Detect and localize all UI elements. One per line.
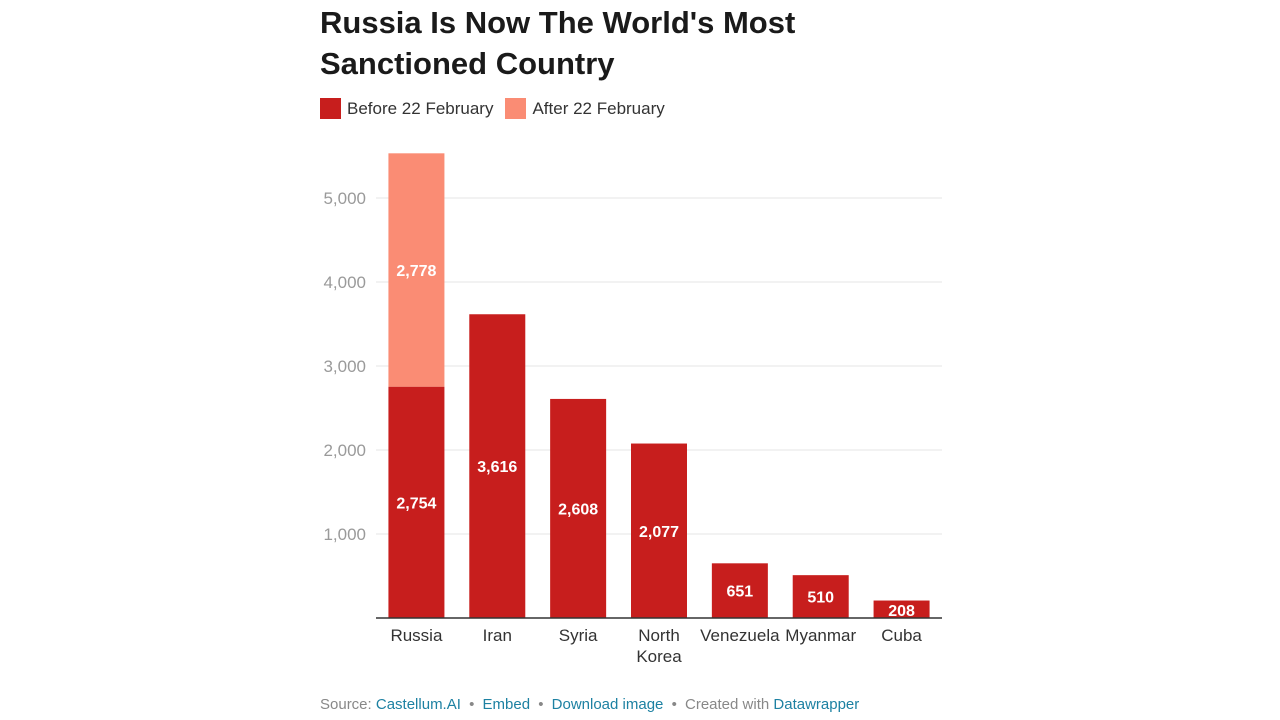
created-with-text: Created with [685,696,770,713]
y-tick-label-2000: 2,000 [323,441,366,460]
bar-iran-before [469,314,526,618]
legend-item-after: After 22 February [505,98,665,119]
embed-link[interactable]: Embed [482,696,531,713]
datawrapper-link[interactable]: Datawrapper [773,696,860,713]
y-tick-label-3000: 3,000 [323,357,366,376]
category-label-north-korea-line-1: North [638,626,680,645]
title-line-2: Sanctioned Country [320,46,615,81]
footer: Source: Castellum.AI • Embed • Download … [320,696,859,713]
data-label-venezuela-before: 651 [727,584,754,601]
data-label-cuba-before: 208 [888,603,915,620]
bar-venezuela-before [711,563,768,618]
category-label-myanmar: Myanmar [785,626,856,645]
download-image-link[interactable]: Download image [551,696,664,713]
bar-myanmar-before [792,575,849,618]
bar-north-korea-before [631,443,687,618]
category-label-cuba: Cuba [881,626,922,645]
legend-item-before: Before 22 February [320,98,493,119]
legend-swatch-before [320,98,341,119]
footer-separator-2: • [538,696,544,713]
bar-russia-before [388,386,445,618]
y-tick-label-1000: 1,000 [323,525,366,544]
footer-separator-3: • [671,696,677,713]
data-label-iran-before: 3,616 [477,459,517,476]
bar-russia-after [388,153,445,387]
chart-title: Russia Is Now The World's Most Sanctione… [320,2,880,84]
data-label-myanmar-before: 510 [807,590,834,607]
y-tick-label-4000: 4,000 [323,273,366,292]
legend: Before 22 February After 22 February [320,98,677,119]
legend-label-before: Before 22 February [347,98,494,118]
y-tick-label-5000: 5,000 [323,189,366,208]
data-label-russia-before: 2,754 [396,495,436,512]
title-line-1: Russia Is Now The World's Most [320,5,796,40]
source-link[interactable]: Castellum.AI [375,696,461,713]
bar-cuba-before [873,600,930,618]
category-label-iran: Iran [483,626,512,645]
category-label-syria: Syria [559,626,598,645]
data-label-russia-after: 2,778 [396,263,436,280]
footer-separator-1: • [469,696,475,713]
category-label-venezuela: Venezuela [700,626,780,645]
legend-label-after: After 22 February [532,98,665,118]
data-label-syria-before: 2,608 [558,501,598,518]
category-label-north-korea-line-2: Korea [636,647,682,666]
legend-swatch-after [505,98,527,119]
bar-syria-before [550,398,607,618]
source-prefix: Source: [320,696,372,713]
data-label-north-korea-before: 2,077 [639,524,679,541]
category-label-russia: Russia [390,626,443,645]
